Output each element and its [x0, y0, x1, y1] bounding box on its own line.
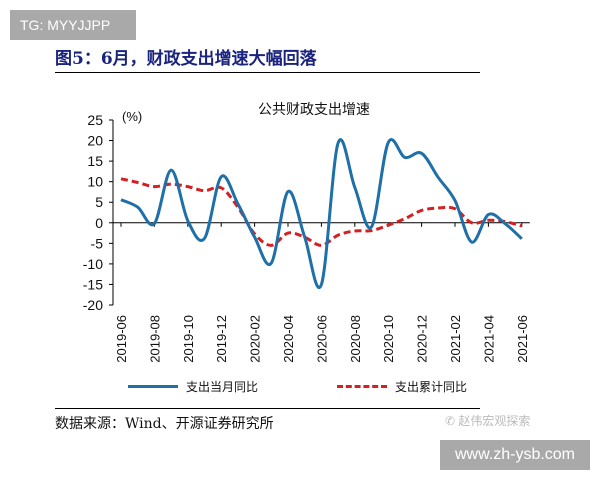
wechat-tag: ✆ 赵伟宏观探索: [445, 412, 530, 429]
source-divider: [55, 408, 480, 409]
x-tick-label: 2019-08: [147, 315, 162, 363]
y-tick-label: 0: [95, 215, 103, 231]
y-tick-label: 20: [87, 133, 103, 149]
y-tick-label: 15: [87, 153, 103, 169]
watermark-top: TG: MYYJJPP: [10, 10, 136, 40]
legend-label: 支出累计同比: [395, 380, 468, 394]
x-tick-label: 2019-10: [181, 315, 196, 363]
x-tick-label: 2020-02: [248, 315, 263, 363]
wechat-icon: ✆: [445, 414, 459, 428]
y-tick-label: -15: [83, 276, 103, 292]
chart-title: 公共财政支出增速: [258, 102, 370, 118]
legend-item-cumulative: 支出累计同比: [337, 378, 467, 395]
x-tick-label: 2021-02: [448, 315, 463, 363]
x-tick-label: 2020-08: [348, 315, 363, 363]
y-tick-label: 25: [87, 112, 103, 128]
legend-swatch-dashed: [337, 385, 387, 388]
y-tick-label: -5: [91, 235, 104, 251]
y-tick-label: -10: [83, 256, 103, 272]
watermark-bottom: www.zh-ysb.com: [440, 440, 590, 470]
title-divider: [55, 72, 480, 73]
wechat-tag-text: 赵伟宏观探索: [458, 414, 531, 428]
source-note: 数据来源：Wind、开源证券研究所: [55, 416, 274, 432]
y-tick-label: 10: [87, 174, 103, 190]
y-tick-label: -20: [83, 297, 103, 313]
x-tick-label: 2021-04: [481, 315, 496, 363]
y-tick-label: 5: [95, 194, 103, 210]
x-tick-label: 2019-06: [114, 315, 129, 363]
x-tick-label: 2020-10: [381, 315, 396, 363]
x-tick-label: 2021-06: [515, 315, 530, 363]
series-line-cumulative: [120, 177, 523, 247]
figure-title: 图5：6月，财政支出增速大幅回落: [55, 49, 317, 69]
y-axis-label: (%): [122, 109, 142, 124]
series-line-monthly: [120, 138, 523, 289]
x-tick-label: 2019-12: [214, 315, 229, 363]
legend-item-monthly: 支出当月同比: [128, 378, 258, 395]
x-tick-label: 2020-12: [415, 315, 430, 363]
legend-swatch-solid: [128, 385, 178, 388]
legend-label: 支出当月同比: [186, 380, 259, 394]
x-tick-label: 2020-06: [314, 315, 329, 363]
x-tick-label: 2020-04: [281, 315, 296, 363]
